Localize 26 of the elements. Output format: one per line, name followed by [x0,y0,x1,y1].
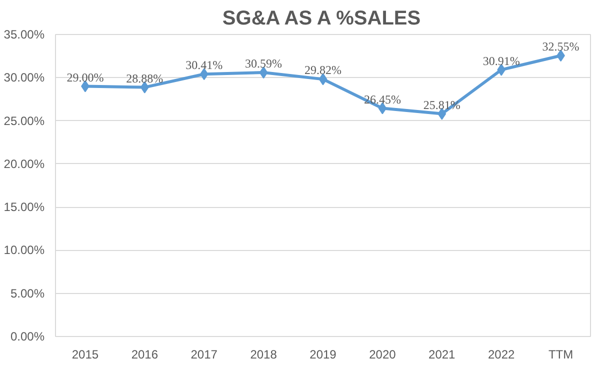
y-tick-label: 25.00% [4,114,45,128]
y-tick-label: 35.00% [4,28,45,42]
data-label: 29.82% [304,63,342,78]
data-label: 30.41% [186,58,223,72]
data-label: 32.55% [542,40,580,54]
y-tick-label: 0.00% [10,330,45,344]
x-tick-label: 2019 [310,348,337,362]
chart-title: SG&A AS A %SALES [222,8,421,30]
y-tick-label: 10.00% [4,243,45,258]
data-label: 30.59% [245,56,282,71]
y-tick-label: 5.00% [10,286,45,300]
data-label: 30.91% [482,54,520,68]
x-tick-label: TTM [548,348,574,362]
x-tick-label: 2021 [428,348,456,362]
data-label: 28.88% [126,71,164,86]
data-label: 26.45% [364,92,401,106]
x-tick-label: 2018 [250,348,278,362]
x-tick-label: 2015 [72,348,99,362]
x-tick-label: 2020 [369,348,396,362]
x-tick-label: 2016 [131,348,158,362]
x-tick-label: 2017 [190,348,218,362]
x-tick-label: 2022 [488,348,516,362]
y-tick-label: 30.00% [4,70,45,85]
y-tick-label: 20.00% [4,156,45,171]
y-tick-label: 15.00% [4,200,45,214]
data-label: 29.00% [66,70,104,84]
